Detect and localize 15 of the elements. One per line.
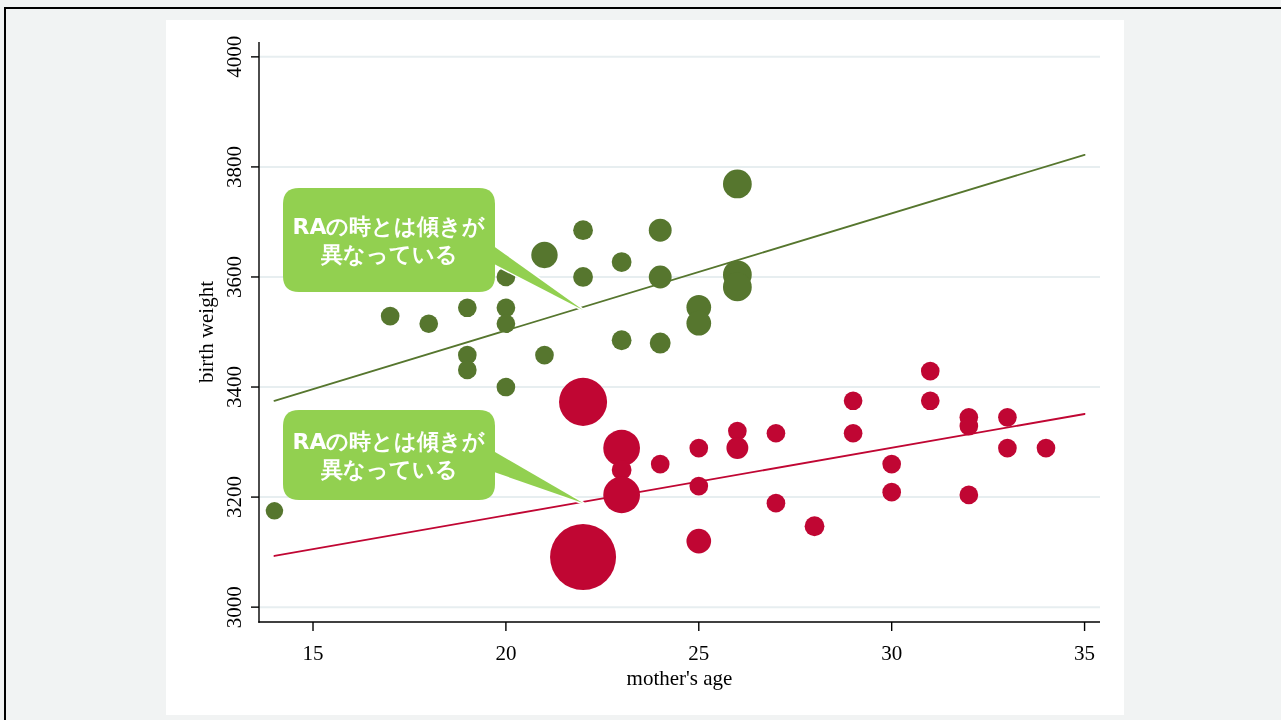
x-tick-label: 15 — [302, 641, 324, 665]
x-axis-title: mother's age — [626, 666, 733, 690]
x-tick-label: 25 — [688, 641, 710, 665]
x-tick-label: 35 — [1074, 641, 1096, 665]
y-tick-label: 3200 — [222, 476, 246, 519]
y-tick-label: 3600 — [222, 255, 246, 298]
y-tick-label: 3800 — [222, 145, 246, 188]
x-tick-label: 30 — [881, 641, 903, 665]
y-tick-label: 3000 — [222, 586, 246, 629]
y-tick-label: 4000 — [222, 35, 246, 78]
y-axis-title: birth weight — [194, 280, 218, 384]
annotation: RAの時とは傾きが異なっている — [292, 213, 486, 267]
y-tick-label: 3400 — [222, 366, 246, 409]
x-tick-label: 20 — [495, 641, 517, 665]
annotation: RAの時とは傾きが異なっている — [292, 428, 486, 482]
